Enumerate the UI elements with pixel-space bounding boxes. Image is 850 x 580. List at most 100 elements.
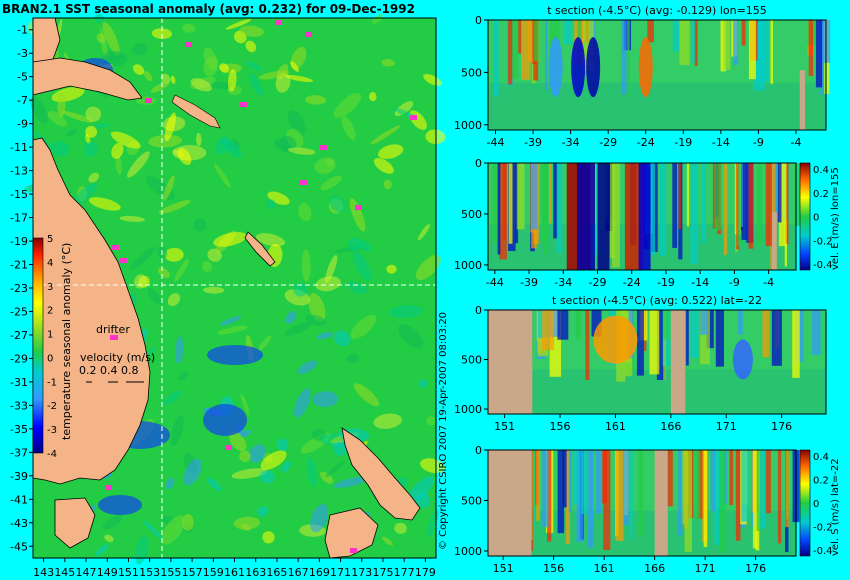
section-streak xyxy=(603,450,611,550)
temp-core xyxy=(586,37,601,98)
velocity-colorbar-tick: 0.4 xyxy=(813,165,829,176)
section-streak xyxy=(697,450,705,519)
anomaly-swirl xyxy=(193,218,207,232)
anomaly-swirl xyxy=(135,535,149,565)
anomaly-swirl xyxy=(258,70,290,80)
section-land xyxy=(670,310,686,414)
temp-colorbar-tick: 2 xyxy=(47,306,53,317)
velocity-colorbar xyxy=(799,162,811,271)
section-streak xyxy=(612,163,620,268)
section-panel-3: 151 156 161 166 171 176 0 500 1000 t section (-4.… xyxy=(454,294,827,433)
drifter-marker xyxy=(410,115,417,120)
section-y-tick-label: 0 xyxy=(475,14,482,27)
anomaly-swirl xyxy=(347,237,362,251)
land-new-caledonia xyxy=(244,231,276,267)
map-panel: 143 145 147 149 151 153 155 157 159 161 163 165 167 1… xyxy=(2,2,449,579)
anomaly-swirl xyxy=(285,75,313,82)
section-streak xyxy=(595,450,603,514)
section-streak xyxy=(565,450,570,544)
anomaly-swirl xyxy=(315,276,341,292)
anomaly-swirl xyxy=(229,431,247,452)
map-x-tick-label: 143 xyxy=(33,566,54,579)
anomaly-swirl xyxy=(239,450,251,463)
anomaly-swirl xyxy=(217,325,248,335)
section-frame xyxy=(487,309,827,415)
section-x-tick-label: -4 xyxy=(790,136,801,149)
anomaly-swirl xyxy=(292,282,308,297)
anomaly-swirl xyxy=(325,254,338,284)
anomaly-swirl xyxy=(174,258,189,282)
section-streak xyxy=(556,163,563,253)
anomaly-swirl xyxy=(85,106,102,122)
section-streak xyxy=(663,310,666,381)
map-x-tick-label: 161 xyxy=(224,566,245,579)
section-streak xyxy=(587,450,594,548)
section-streak xyxy=(723,450,727,504)
section-streak xyxy=(714,163,721,231)
anomaly-swirl xyxy=(297,360,318,375)
section-x-tick-label: -4 xyxy=(763,276,774,289)
map-y-tick-label: -37 xyxy=(10,446,28,459)
section-streak xyxy=(497,163,501,255)
anomaly-swirl xyxy=(88,197,121,211)
section-streak xyxy=(706,310,714,349)
section-x-tick-label: -39 xyxy=(520,276,538,289)
map-x-tick-label: 159 xyxy=(203,566,224,579)
map-y-tick-label: -11 xyxy=(10,141,28,154)
section-x-tick-label: -9 xyxy=(729,276,740,289)
section-streak xyxy=(575,310,581,340)
drifter-marker xyxy=(105,485,112,490)
map-x-tick-label: 151 xyxy=(118,566,139,579)
section-streak xyxy=(684,450,692,552)
section-x-tick-label: 176 xyxy=(771,420,792,433)
anomaly-swirl xyxy=(369,91,377,102)
section-streak xyxy=(499,163,507,260)
section-x-tick-label: -19 xyxy=(674,136,692,149)
anomaly-swirl xyxy=(406,476,434,504)
section-streak xyxy=(748,20,756,80)
section-streak xyxy=(678,450,683,536)
section-panels: -44 -39 -34 -29 -24 -19 -14 -9 -4 0 500 1000 t secti… xyxy=(454,4,841,575)
anomaly-swirl xyxy=(308,293,326,322)
section-frame xyxy=(487,162,797,271)
anomaly-swirl xyxy=(259,470,275,484)
section-streak xyxy=(493,20,499,97)
land-new-zealand xyxy=(341,427,421,521)
section-panel-1: -44 -39 -34 -29 -24 -19 -14 -9 -4 0 500 1000 t secti… xyxy=(454,4,831,149)
section-land xyxy=(654,450,668,556)
map-y-tick-label: -25 xyxy=(10,305,28,318)
velocity-core xyxy=(638,163,651,270)
anomaly-swirl xyxy=(386,264,397,274)
velocity-colorbar-tick: 0.4 xyxy=(813,452,829,463)
section-streak xyxy=(656,310,666,380)
section-streak xyxy=(765,450,771,514)
anomaly-swirl xyxy=(258,335,272,351)
section-streak xyxy=(795,163,801,227)
anomaly-swirl xyxy=(310,504,329,533)
section-streak xyxy=(568,450,572,513)
velocity-core xyxy=(624,163,643,270)
section-streak xyxy=(694,450,701,520)
velocity-colorbar-tick: 0.2 xyxy=(813,476,829,487)
anomaly-swirl xyxy=(240,393,250,416)
anomaly-swirl xyxy=(285,321,312,336)
anomaly-swirl xyxy=(353,383,380,407)
section-streak xyxy=(733,20,739,65)
anomaly-swirl xyxy=(285,311,297,324)
anomaly-swirl xyxy=(329,195,346,213)
section-streak xyxy=(507,20,519,79)
section-streak xyxy=(518,20,522,54)
anomaly-swirl xyxy=(51,141,70,157)
section-y-tick-label: 500 xyxy=(461,354,482,367)
map-y-tick-label: -39 xyxy=(10,470,28,483)
section-land xyxy=(772,211,777,270)
drifter-marker xyxy=(320,145,327,150)
map-y-tick-label: -13 xyxy=(10,165,28,178)
section-streak xyxy=(737,163,742,247)
drifter-marker xyxy=(350,548,357,553)
temp-colorbar-tick: -4 xyxy=(47,449,57,460)
section-streak xyxy=(659,163,667,256)
map-x-tick-label: 157 xyxy=(182,566,203,579)
temp-colorbar-tick: 0 xyxy=(47,353,53,364)
anomaly-swirl xyxy=(239,429,252,438)
